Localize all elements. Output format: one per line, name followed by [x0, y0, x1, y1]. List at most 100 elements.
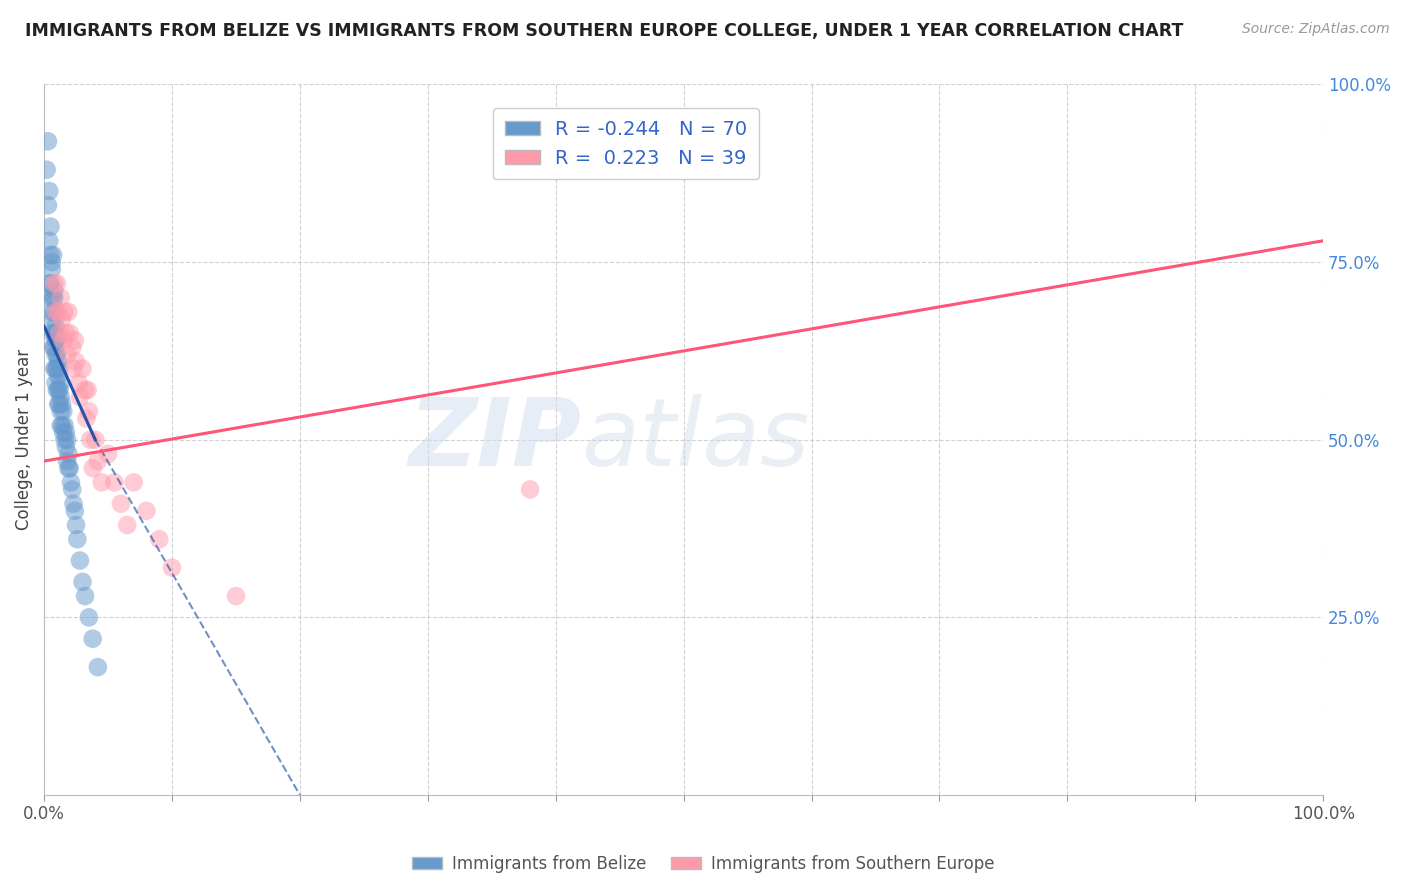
Point — [56, 454, 79, 468]
Point — [72, 574, 94, 589]
Point — [62, 497, 84, 511]
Point — [56, 433, 79, 447]
Point — [48, 326, 70, 340]
Point — [225, 589, 247, 603]
Point — [52, 425, 75, 440]
Point — [39, 277, 62, 291]
Point — [42, 312, 65, 326]
Point — [38, 234, 60, 248]
Point — [65, 354, 87, 368]
Point — [41, 255, 63, 269]
Point — [46, 397, 69, 411]
Point — [56, 347, 79, 361]
Point — [38, 184, 60, 198]
Point — [53, 418, 76, 433]
Point — [75, 411, 97, 425]
Text: atlas: atlas — [581, 394, 810, 485]
Point — [45, 361, 67, 376]
Point — [49, 418, 72, 433]
Point — [45, 277, 67, 291]
Point — [135, 504, 157, 518]
Point — [73, 589, 96, 603]
Text: IMMIGRANTS FROM BELIZE VS IMMIGRANTS FROM SOUTHERN EUROPE COLLEGE, UNDER 1 YEAR : IMMIGRANTS FROM BELIZE VS IMMIGRANTS FRO… — [25, 22, 1184, 40]
Point — [44, 284, 66, 298]
Point — [49, 376, 72, 390]
Point — [49, 291, 72, 305]
Point — [67, 376, 90, 390]
Point — [87, 660, 110, 674]
Point — [63, 504, 86, 518]
Point — [42, 291, 65, 305]
Point — [45, 305, 67, 319]
Point — [46, 354, 69, 368]
Point — [55, 326, 77, 340]
Point — [42, 248, 65, 262]
Point — [59, 475, 82, 490]
Point — [69, 390, 91, 404]
Point — [42, 340, 65, 354]
Point — [65, 518, 87, 533]
Point — [59, 326, 82, 340]
Point — [110, 497, 132, 511]
Point — [90, 475, 112, 490]
Point — [76, 383, 98, 397]
Point — [60, 483, 83, 497]
Point — [44, 340, 66, 354]
Legend: R = -0.244   N = 70, R =  0.223   N = 39: R = -0.244 N = 70, R = 0.223 N = 39 — [494, 108, 759, 179]
Point — [52, 333, 75, 347]
Point — [44, 361, 66, 376]
Point — [45, 383, 67, 397]
Point — [77, 404, 100, 418]
Point — [46, 305, 69, 319]
Point — [39, 219, 62, 234]
Point — [52, 404, 75, 418]
Point — [62, 361, 84, 376]
Point — [60, 340, 83, 354]
Point — [77, 610, 100, 624]
Point — [59, 461, 82, 475]
Point — [148, 533, 170, 547]
Point — [48, 383, 70, 397]
Point — [51, 418, 73, 433]
Point — [63, 333, 86, 347]
Point — [53, 433, 76, 447]
Point — [39, 248, 62, 262]
Point — [122, 475, 145, 490]
Point — [45, 326, 67, 340]
Point — [55, 425, 77, 440]
Point — [44, 291, 66, 305]
Point — [51, 397, 73, 411]
Point — [37, 134, 59, 148]
Point — [160, 560, 183, 574]
Point — [84, 433, 107, 447]
Point — [519, 483, 541, 497]
Point — [35, 162, 58, 177]
Point — [49, 404, 72, 418]
Point — [55, 440, 77, 454]
Point — [58, 305, 80, 319]
Point — [37, 198, 59, 212]
Text: Source: ZipAtlas.com: Source: ZipAtlas.com — [1241, 22, 1389, 37]
Point — [87, 454, 110, 468]
Point — [73, 383, 96, 397]
Point — [49, 390, 72, 404]
Y-axis label: College, Under 1 year: College, Under 1 year — [15, 349, 32, 531]
Point — [45, 333, 67, 347]
Point — [48, 361, 70, 376]
Point — [42, 326, 65, 340]
Point — [45, 319, 67, 334]
Point — [103, 475, 125, 490]
Point — [79, 433, 101, 447]
Point — [44, 305, 66, 319]
Point — [72, 361, 94, 376]
Point — [58, 447, 80, 461]
Legend: Immigrants from Belize, Immigrants from Southern Europe: Immigrants from Belize, Immigrants from … — [405, 848, 1001, 880]
Point — [97, 447, 120, 461]
Point — [48, 397, 70, 411]
Point — [46, 368, 69, 383]
Point — [45, 361, 67, 376]
Point — [45, 347, 67, 361]
Point — [45, 333, 67, 347]
Point — [45, 347, 67, 361]
Point — [41, 262, 63, 277]
